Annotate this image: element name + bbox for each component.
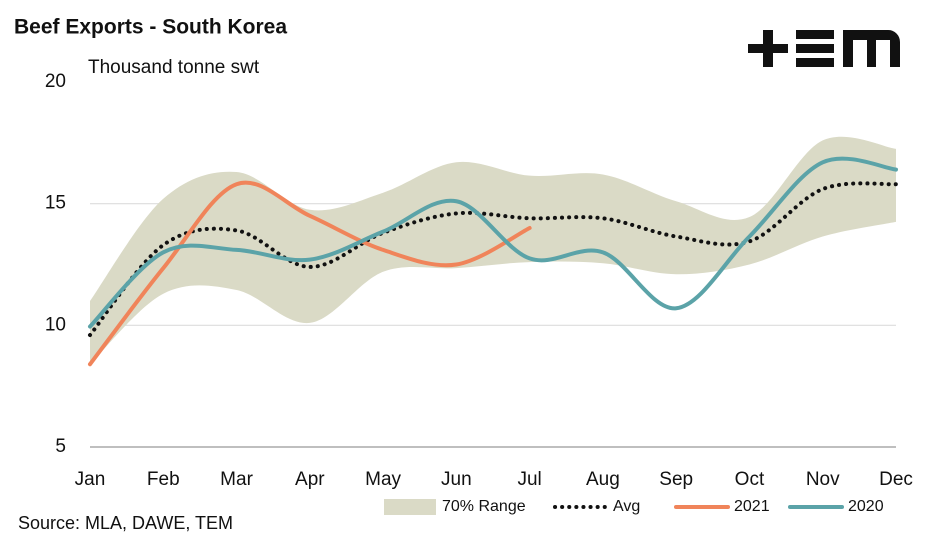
x-tick-label: Jan <box>75 469 106 490</box>
x-tick-label: May <box>365 469 401 490</box>
logo <box>748 30 900 67</box>
y-tick-label: 10 <box>45 314 66 335</box>
x-tick-label: Apr <box>295 469 325 490</box>
legend-label: 70% Range <box>442 498 526 515</box>
series-line <box>88 181 898 338</box>
x-tick-label: Nov <box>806 469 840 490</box>
legend-label: 2021 <box>734 498 770 515</box>
series-line <box>88 156 898 329</box>
x-tick-label: Oct <box>735 469 765 490</box>
x-tick-label: Sep <box>659 469 693 490</box>
legend-label: 2020 <box>848 498 884 515</box>
source: Source: MLA, DAWE, TEM <box>18 513 233 533</box>
x-tick-label: Aug <box>586 469 620 490</box>
x-tick-label: Mar <box>220 469 253 490</box>
x-tick-label: Dec <box>879 469 913 490</box>
legend-swatch <box>384 499 436 515</box>
series-line <box>88 180 532 367</box>
y-tick-label: 5 <box>55 436 66 457</box>
x-tick-label: Jul <box>517 469 541 490</box>
chart-title: Beef Exports - South Korea <box>14 16 287 39</box>
y-tick-label: 20 <box>45 71 66 92</box>
legend-label: Avg <box>613 498 640 515</box>
y-tick-label: 15 <box>45 193 66 214</box>
y-axis-label: Thousand tonne swt <box>88 57 260 78</box>
x-tick-label: Feb <box>147 469 180 490</box>
x-tick-label: Jun <box>441 469 472 490</box>
